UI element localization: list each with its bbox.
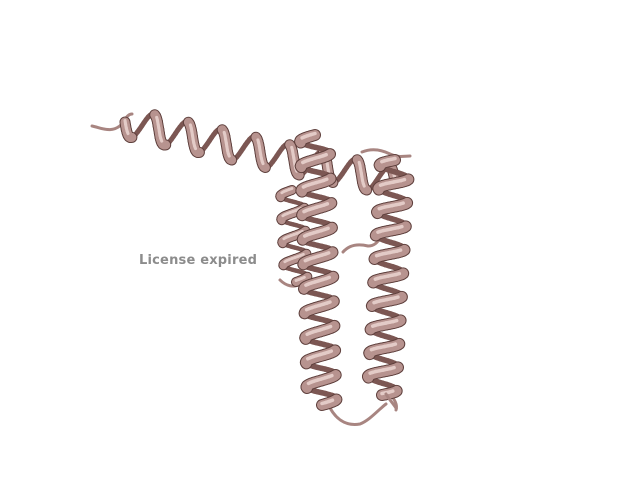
helix-4-right [362, 154, 415, 401]
c-terminal-segment [384, 392, 398, 410]
license-expired-watermark: License expired [139, 253, 258, 268]
helix-3-left-front [294, 129, 343, 411]
loop-bottom-left [328, 402, 388, 426]
loop-top [360, 148, 412, 158]
loop-middle [341, 236, 382, 254]
helix-group [119, 109, 415, 411]
helix-1-top [119, 109, 401, 196]
loop-coils [90, 112, 412, 426]
